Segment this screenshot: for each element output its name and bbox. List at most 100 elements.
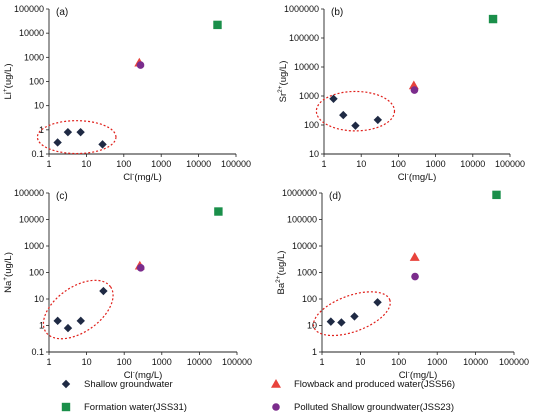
- x-tick-label: 1: [46, 159, 51, 169]
- y-tick-label: 10: [309, 149, 319, 159]
- shallow-point: [53, 317, 61, 325]
- y-tick-label: 1000000: [282, 188, 317, 198]
- y-tick-label: 1000: [24, 241, 44, 251]
- y-tick-label: 100: [304, 120, 319, 130]
- shallow-point: [64, 324, 72, 332]
- panel-label: (d): [329, 191, 341, 202]
- flowback-point: [410, 252, 420, 261]
- legend-label: Polluted Shallow groundwater(JSS23): [294, 402, 454, 413]
- y-tick-label: 100: [302, 294, 317, 304]
- y-tick-label: 100000: [14, 188, 44, 198]
- x-axis-label: Cl-(mg/L): [398, 171, 437, 183]
- x-tick-label: 100: [391, 159, 406, 169]
- y-tick-label: 100: [29, 268, 44, 278]
- x-axis-label: Cl-(mg/L): [123, 171, 162, 183]
- y-axis-label: Na+(ug/L): [2, 252, 14, 293]
- x-tick-label: 100000: [499, 357, 529, 367]
- x-tick-label: 1: [46, 357, 51, 367]
- shallow-point: [77, 317, 85, 325]
- legend-marker-shallow: [62, 380, 70, 388]
- x-tick-label: 100000: [222, 357, 252, 367]
- shallow-point: [76, 128, 84, 136]
- x-tick-label: 10000: [460, 159, 485, 169]
- polluted-point: [137, 61, 145, 69]
- shallow-point: [350, 312, 358, 320]
- x-tick-label: 1: [321, 159, 326, 169]
- polluted-point: [411, 273, 419, 281]
- shallow-point: [337, 318, 345, 326]
- y-tick-label: 1000: [24, 52, 44, 62]
- y-tick-label: 0.1: [31, 347, 44, 357]
- x-tick-label: 100: [117, 357, 132, 367]
- chart-panel-4: 1 10 100 1000 10000 100000 1 10 100 1000 10000 1000…: [275, 188, 529, 381]
- shallow-point: [351, 121, 359, 129]
- y-tick-label: 100000: [14, 4, 44, 14]
- shallow-point: [64, 128, 72, 136]
- y-tick-label: 1000000: [284, 4, 319, 14]
- x-tick-label: 1000: [427, 357, 447, 367]
- x-tick-label: 100000: [495, 159, 525, 169]
- y-tick-label: 10: [34, 294, 44, 304]
- legend-item-shallow: Shallow groundwater: [62, 379, 173, 390]
- chart-panel-3: 1 10 100 1000 10000 1000000.11101001000100001…: [2, 188, 252, 381]
- chart-panel-2: 1 10 100 1000 10000 1000001010010001000010000…: [277, 4, 525, 183]
- x-tick-label: 10: [355, 357, 365, 367]
- chart-panel-1: 1 10 100 1000 10000 1000000.11101001000100001…: [2, 4, 251, 183]
- x-tick-label: 10000: [186, 159, 211, 169]
- formation-point: [214, 207, 222, 215]
- x-tick-label: 10: [81, 159, 91, 169]
- legend-label: Flowback and produced water(JSS56): [294, 379, 455, 390]
- y-tick-label: 10000: [294, 62, 319, 72]
- y-tick-label: 100000: [289, 33, 319, 43]
- x-tick-label: 1000: [152, 357, 172, 367]
- legend-marker-formation: [62, 403, 70, 411]
- y-tick-label: 10: [307, 321, 317, 331]
- formation-point: [489, 15, 497, 23]
- shallow-point: [98, 140, 106, 148]
- legend-marker-flowback: [271, 379, 281, 388]
- polluted-point: [137, 264, 145, 272]
- shallow-point: [327, 317, 335, 325]
- shallow-point: [99, 287, 107, 295]
- x-tick-label: 10000: [463, 357, 488, 367]
- legend-marker-polluted: [272, 403, 280, 411]
- cluster-ellipse: [33, 268, 124, 350]
- legend: Shallow groundwater Flowback and produced…: [62, 379, 455, 413]
- formation-point: [492, 191, 500, 199]
- y-tick-label: 1: [39, 125, 44, 135]
- x-tick-label: 100: [116, 159, 131, 169]
- y-tick-label: 1: [312, 347, 317, 357]
- x-tick-label: 100000: [221, 159, 251, 169]
- x-tick-label: 1000: [151, 159, 171, 169]
- shallow-point: [374, 116, 382, 124]
- y-tick-label: 10000: [19, 28, 44, 38]
- x-tick-label: 10: [356, 159, 366, 169]
- x-tick-label: 10000: [187, 357, 212, 367]
- shallow-point: [373, 298, 381, 306]
- shallow-point: [339, 111, 347, 119]
- y-tick-label: 100: [29, 77, 44, 87]
- panel-label: (c): [56, 191, 68, 202]
- y-axis-label: Ba2+(ug/L): [275, 251, 287, 295]
- cluster-ellipse: [308, 283, 396, 344]
- y-tick-label: 1000: [297, 268, 317, 278]
- y-axis-label: Li+(ug/L): [2, 63, 14, 99]
- legend-label: Shallow groundwater: [84, 379, 173, 390]
- formation-point: [213, 21, 221, 29]
- y-tick-label: 10: [34, 101, 44, 111]
- y-tick-label: 10000: [292, 241, 317, 251]
- y-axis-label: Sr2+(ug/L): [277, 61, 289, 103]
- x-tick-label: 100: [391, 357, 406, 367]
- legend-item-polluted: Polluted Shallow groundwater(JSS23): [272, 402, 454, 413]
- polluted-point: [411, 86, 419, 94]
- y-tick-label: 10000: [19, 215, 44, 225]
- x-tick-label: 1: [319, 357, 324, 367]
- y-tick-label: 1000: [299, 91, 319, 101]
- panel-label: (a): [56, 7, 68, 18]
- legend-item-flowback: Flowback and produced water(JSS56): [271, 379, 455, 390]
- legend-label: Formation water(JSS31): [84, 402, 187, 413]
- y-tick-label: 0.1: [31, 149, 44, 159]
- y-tick-label: 100000: [287, 215, 317, 225]
- legend-item-formation: Formation water(JSS31): [62, 402, 187, 413]
